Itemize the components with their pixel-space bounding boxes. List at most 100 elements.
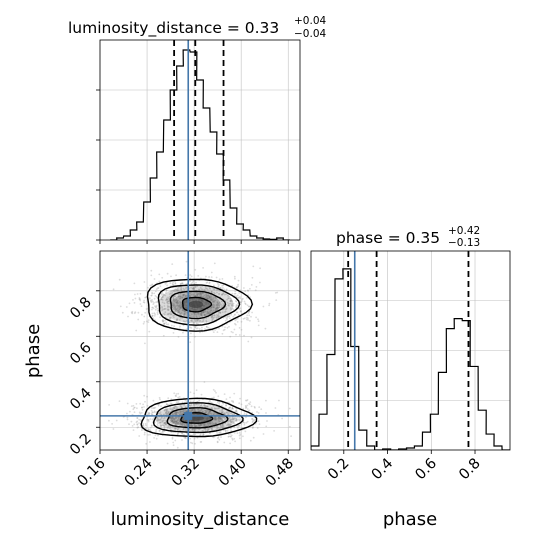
scatter-point [112,428,115,430]
scatter-point [149,418,152,420]
scatter-point [232,418,235,420]
scatter-point [135,403,138,405]
scatter-point [176,318,179,321]
scatter-point [213,396,215,399]
scatter-point [209,422,212,425]
scatter-point [248,402,250,405]
scatter-point [209,422,211,425]
scatter-point [216,441,219,444]
scatter-point [228,302,231,305]
scatter-point [118,400,121,402]
right-grid [311,251,510,450]
scatter-point [198,298,201,301]
scatter-point [176,416,179,419]
scatter-point [216,306,219,309]
scatter-point [180,410,183,413]
scatter-point [201,430,204,432]
scatter-point [217,436,220,439]
scatter-point [235,305,238,308]
scatter-point [227,315,230,318]
scatter-point [190,313,193,316]
scatter-point [169,425,172,428]
scatter-point [159,419,162,421]
scatter-point [212,300,214,303]
scatter-point [217,418,220,421]
scatter-point [228,413,230,415]
scatter-point [174,423,177,426]
scatter-point [220,303,222,305]
scatter-point [242,318,245,320]
scatter-point [194,326,197,329]
scatter-point [236,294,239,297]
scatter-point [213,418,216,421]
scatter-point [201,312,204,314]
scatter-point [216,308,219,311]
scatter-point [183,301,186,303]
scatter-point [205,321,208,323]
scatter-point [179,306,182,309]
scatter-point [169,408,172,410]
scatter-point [206,422,209,424]
scatter-point [205,294,208,297]
scatter-point [213,301,216,303]
scatter-point [132,404,135,407]
scatter-point [230,400,233,402]
scatter-point [216,288,218,291]
scatter-point [229,406,231,409]
scatter-point [164,412,167,414]
scatter-point [193,313,196,315]
scatter-point [179,307,182,309]
scatter-point [170,402,173,405]
scatter-point [188,295,191,297]
scatter-point [203,305,206,307]
scatter-point [175,423,177,426]
scatter-point [258,423,261,425]
scatter-point [178,420,181,422]
scatter-point [190,409,193,411]
contour-line [140,397,258,438]
scatter-point [208,295,211,298]
scatter-point [174,427,177,430]
scatter-point [206,297,209,300]
scatter-point [185,424,188,427]
scatter-point [200,311,203,314]
scatter-point [238,334,241,336]
scatter-point [159,421,162,424]
scatter-point [162,308,165,311]
scatter-point [184,437,187,440]
scatter-point [220,300,223,303]
scatter-point [230,429,233,432]
scatter-point [201,292,204,294]
scatter-point [178,311,181,313]
scatter-point [155,437,158,440]
scatter-point [203,314,206,317]
scatter-point [183,293,186,296]
scatter-point [210,271,213,274]
scatter-point [245,318,248,321]
scatter-point [200,424,203,427]
scatter-point [238,327,241,329]
scatter-point [176,303,179,305]
scatter-point [178,293,181,296]
scatter-point [179,306,182,308]
scatter-point [204,310,207,313]
scatter-point [163,305,166,307]
scatter-point [156,311,159,314]
scatter-point [220,426,223,428]
scatter-point [198,320,201,323]
scatter-point [234,313,237,316]
scatter-point [207,298,210,300]
scatter-point [181,282,184,285]
scatter-point [165,409,168,412]
scatter-point [258,406,261,408]
scatter-point [189,291,191,294]
scatter-point [194,433,197,436]
scatter-point [147,428,150,430]
scatter-point [215,417,218,420]
scatter-point [155,304,158,307]
scatter-point [198,312,200,315]
scatter-point [175,304,178,307]
scatter-point [153,411,156,414]
scatter-point [229,297,232,300]
scatter-point [205,417,208,419]
